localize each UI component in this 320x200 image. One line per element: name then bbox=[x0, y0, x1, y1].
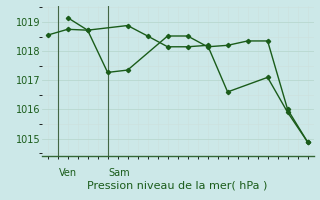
Text: Sam: Sam bbox=[108, 168, 130, 178]
X-axis label: Pression niveau de la mer( hPa ): Pression niveau de la mer( hPa ) bbox=[87, 180, 268, 190]
Text: Ven: Ven bbox=[59, 168, 77, 178]
